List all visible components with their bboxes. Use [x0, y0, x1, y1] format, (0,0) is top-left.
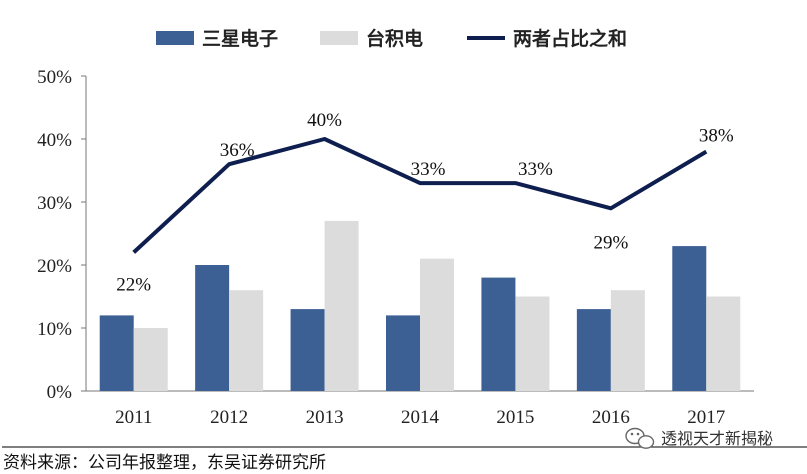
source-text: 资料来源：公司年报整理，东吴证券研究所 — [3, 453, 326, 473]
line-data-label-2012: 36% — [220, 140, 255, 161]
bar-samsung-2011 — [99, 315, 134, 391]
y-tick-label: 0% — [47, 382, 73, 403]
watermark: 透视天才新揭秘 — [625, 427, 773, 449]
y-tick-label: 10% — [37, 319, 72, 340]
bar-tsmc-2011 — [133, 328, 168, 391]
bar-samsung-2016 — [576, 309, 611, 391]
bar-tsmc-2015 — [515, 296, 550, 391]
line-data-labels: 22% 36% 40% 33% 33% 29% 38% — [116, 110, 734, 295]
line-data-label-2017: 38% — [699, 126, 734, 147]
legend: 三星电子 台积电 两者占比之和 — [156, 27, 627, 50]
y-axis: 0% 10% 20% 30% 40% 50% — [37, 67, 87, 403]
legend-label: 两者占比之和 — [513, 27, 627, 50]
bar-samsung-2017 — [672, 246, 707, 391]
bar-tsmc-2012 — [229, 290, 264, 391]
legend-swatch — [156, 31, 194, 45]
legend-label: 台积电 — [366, 27, 423, 50]
legend-item-2: 两者占比之和 — [467, 27, 627, 50]
legend-item-0: 三星电子 — [156, 27, 278, 50]
x-tick-label: 2014 — [401, 407, 440, 428]
y-tick-label: 40% — [37, 130, 72, 151]
line-data-label-2014: 33% — [411, 159, 446, 180]
x-tick-label: 2012 — [210, 407, 248, 428]
x-tick-label: 2015 — [496, 407, 534, 428]
bar-samsung-2014 — [386, 315, 420, 391]
bar-samsung-2015 — [481, 277, 516, 391]
bar-samsung-2013 — [290, 309, 325, 391]
bar-tsmc-2014 — [420, 258, 454, 391]
watermark-text: 透视天才新揭秘 — [661, 429, 773, 448]
bars — [99, 220, 741, 391]
line-data-label-2011: 22% — [116, 274, 151, 295]
legend-label: 三星电子 — [202, 27, 278, 50]
y-tick-label: 30% — [37, 193, 72, 214]
legend-item-1: 台积电 — [320, 27, 423, 50]
line-data-label-2015: 33% — [518, 159, 553, 180]
legend-swatch — [320, 31, 358, 45]
bar-samsung-2012 — [195, 265, 230, 391]
x-tick-label: 2017 — [687, 407, 725, 428]
y-tick-label: 50% — [37, 67, 72, 88]
sum-line-series — [132, 137, 708, 254]
line-data-label-2016: 29% — [593, 232, 628, 253]
y-tick-label: 20% — [37, 256, 72, 277]
sum-line — [132, 137, 708, 254]
x-tick-label: 2016 — [592, 407, 630, 428]
x-axis: 2011 2012 2013 2014 2015 2016 2017 — [86, 390, 754, 428]
bar-tsmc-2013 — [324, 220, 359, 391]
line-data-label-2013: 40% — [307, 110, 342, 131]
bar-tsmc-2016 — [610, 290, 645, 391]
x-tick-label: 2011 — [115, 407, 152, 428]
bar-tsmc-2017 — [706, 296, 741, 391]
x-tick-label: 2013 — [306, 407, 344, 428]
wechat-icon — [625, 427, 655, 449]
